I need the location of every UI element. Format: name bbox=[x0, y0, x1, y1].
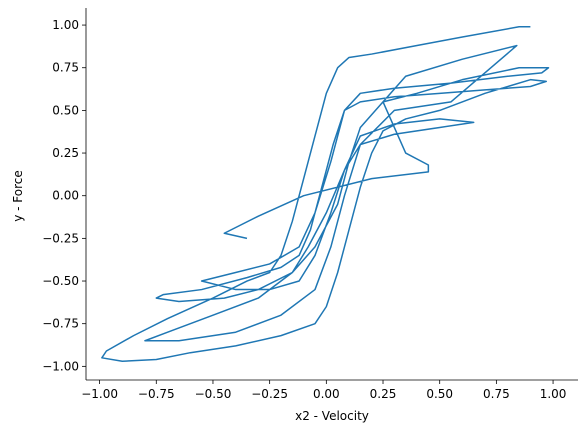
y-tick-label: 0.00 bbox=[52, 189, 79, 203]
y-tick-label: 0.25 bbox=[52, 146, 79, 160]
y-tick-label: −1.00 bbox=[42, 359, 79, 373]
y-tick-label: 0.75 bbox=[52, 61, 79, 75]
y-tick-label: −0.25 bbox=[42, 231, 79, 245]
y-tick-label: −0.50 bbox=[42, 274, 79, 288]
x-tick-label: −1.00 bbox=[81, 387, 118, 401]
x-tick-label: 0.50 bbox=[426, 387, 453, 401]
data-line bbox=[101, 26, 550, 362]
x-tick-label: −0.25 bbox=[251, 387, 288, 401]
x-tick-label: 0.00 bbox=[313, 387, 340, 401]
y-axis-label: y - Force bbox=[11, 170, 25, 222]
x-tick-label: 0.25 bbox=[370, 387, 397, 401]
x-tick-label: 1.00 bbox=[540, 387, 567, 401]
x-tick-label: −0.75 bbox=[138, 387, 175, 401]
x-tick-label: 0.75 bbox=[483, 387, 510, 401]
y-tick-label: −0.75 bbox=[42, 317, 79, 331]
y-tick-label: 0.50 bbox=[52, 103, 79, 117]
x-tick-label: −0.50 bbox=[195, 387, 232, 401]
y-tick-label: 1.00 bbox=[52, 18, 79, 32]
x-axis-label: x2 - Velocity bbox=[295, 409, 369, 423]
